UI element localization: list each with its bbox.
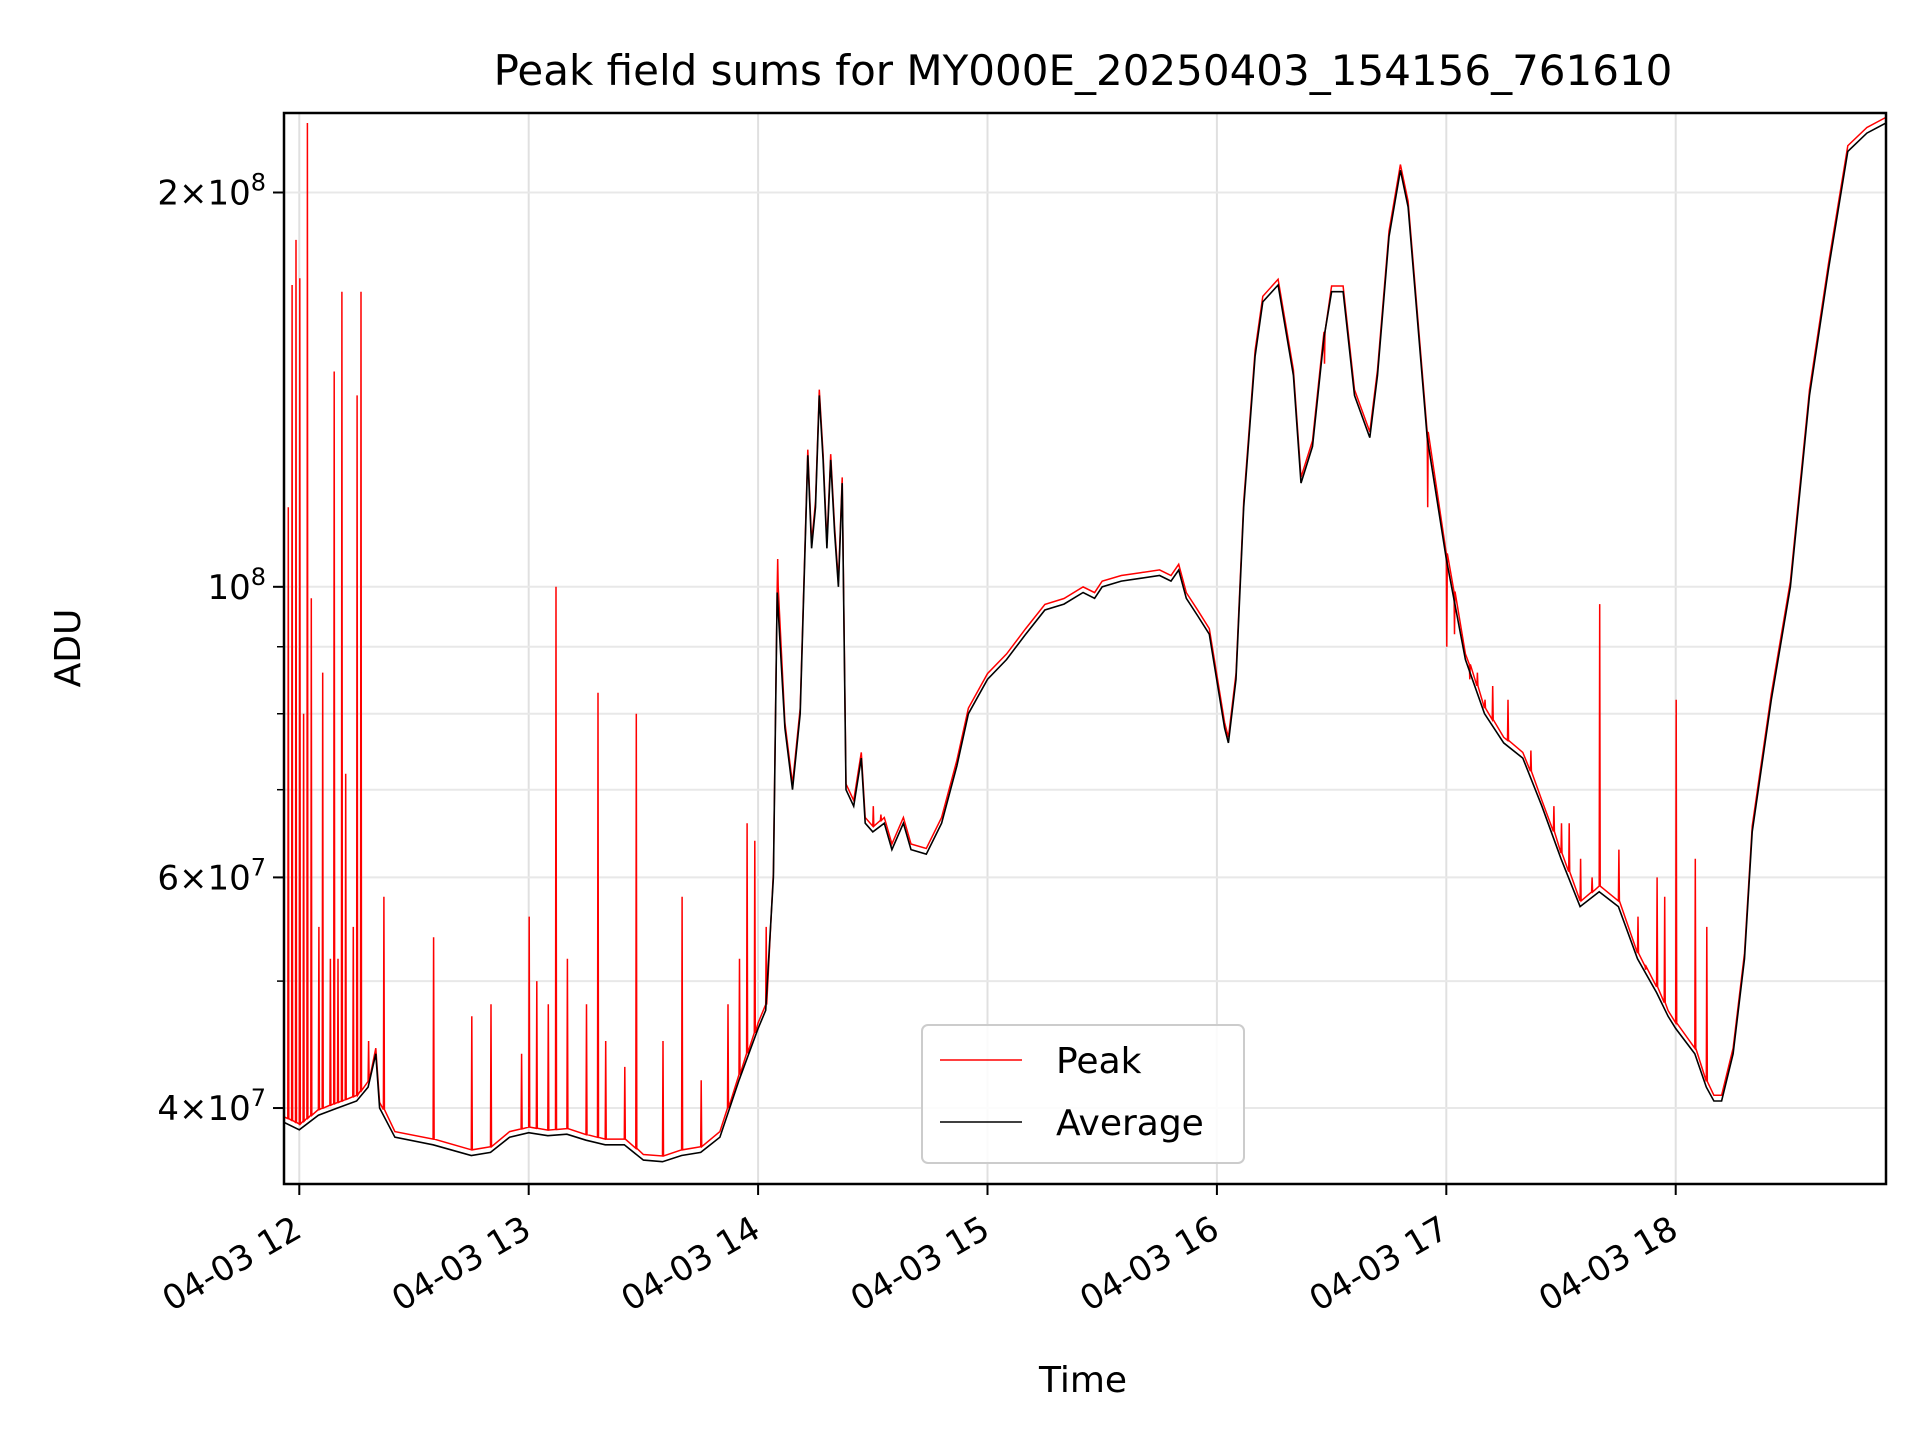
- y-tick-label: 108: [207, 563, 266, 608]
- plot-frame: [282, 111, 1888, 1186]
- x-axis-label: Time: [1038, 1360, 1127, 1401]
- legend-peak-label: Peak: [1056, 1041, 1142, 1082]
- y-tick-label: 2×108: [157, 169, 266, 214]
- y-tick-label: 4×107: [157, 1084, 266, 1129]
- legend-average-label: Average: [1056, 1103, 1204, 1144]
- y-axis-ticks: 4×107 6×107 108 2×108: [157, 169, 284, 1129]
- y-tick-label: 6×107: [157, 853, 266, 898]
- chart-title: Peak field sums for MY000E_20250403_1541…: [494, 46, 1673, 95]
- peak-line: [284, 116, 1886, 1158]
- average-line: [284, 122, 1886, 1163]
- average-series: [284, 122, 1886, 1163]
- peak-series: [284, 116, 1886, 1158]
- y-axis-label: ADU: [48, 609, 89, 688]
- legend: Peak Average: [921, 1024, 1245, 1164]
